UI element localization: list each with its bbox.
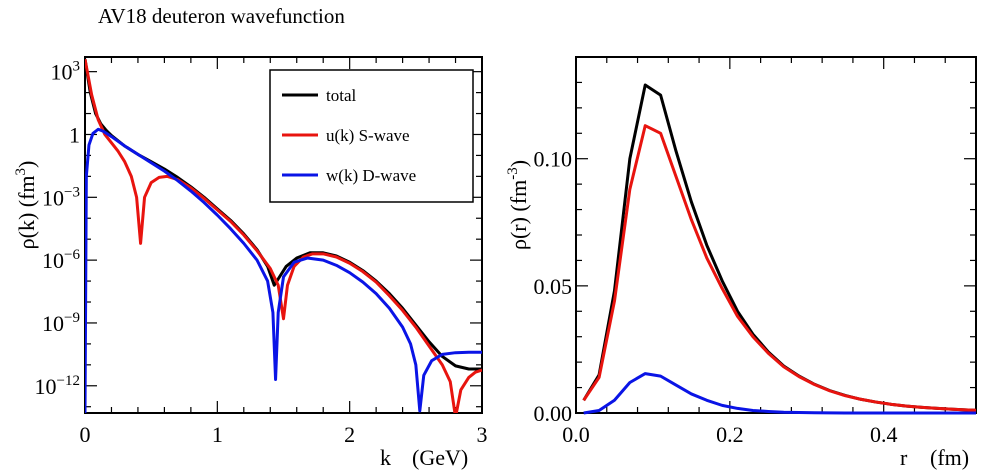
left-x-axis-unit: (GeV) xyxy=(412,445,468,470)
left-x-tick-label: 1 xyxy=(212,422,223,447)
left-y-tick-label: 103 xyxy=(51,59,81,85)
right-y-axis-label: ρ(r) (fm-3) xyxy=(505,160,531,250)
left-y-tick-label: 10−9 xyxy=(42,310,80,336)
left-x-tick-label: 3 xyxy=(477,422,488,447)
left-x-axis-label: k xyxy=(380,445,391,470)
right-series-d xyxy=(583,372,976,415)
legend: total u(k) S-wave w(k) D-wave xyxy=(269,69,474,203)
left-y-tick-label: 10−12 xyxy=(35,373,80,399)
left-y-tick-label: 1 xyxy=(69,122,80,147)
left-series-d xyxy=(85,127,482,413)
left-x-tick-label: 0 xyxy=(80,422,91,447)
right-y-tick-label: 0.10 xyxy=(534,147,573,172)
left-x-tick-label: 2 xyxy=(344,422,355,447)
page-title: AV18 deuteron wavefunction xyxy=(98,4,345,28)
legend-label-s: u(k) S-wave xyxy=(326,126,410,145)
right-x-tick-label: 0.2 xyxy=(716,422,744,447)
coordinate-chart: 0.0 0.2 0.4 0.00 0.05 0.10 r (fm) ρ(r) (fm-3) xyxy=(505,56,977,470)
legend-label-d: w(k) D-wave xyxy=(326,166,416,185)
right-x-tick-label: 0.4 xyxy=(870,422,898,447)
right-series-s xyxy=(582,124,977,412)
right-y-tick-label: 0.00 xyxy=(534,401,573,426)
right-x-axis-label: r xyxy=(900,445,908,470)
left-y-tick-label: 10−3 xyxy=(42,184,80,210)
left-y-axis-label: ρ(k) (fm3) xyxy=(13,161,39,250)
momentum-chart: 0 1 2 3 103 1 10−3 10−6 10−9 10−12 k (GeV) ρ(k) (… xyxy=(13,56,488,470)
right-x-tick-label: 0.0 xyxy=(562,422,590,447)
legend-label-total: total xyxy=(326,86,356,105)
right-y-tick-label: 0.05 xyxy=(534,274,573,299)
left-y-tick-label: 10−6 xyxy=(42,247,80,273)
left-series-s xyxy=(85,58,482,413)
right-x-axis-unit: (fm) xyxy=(930,445,969,470)
